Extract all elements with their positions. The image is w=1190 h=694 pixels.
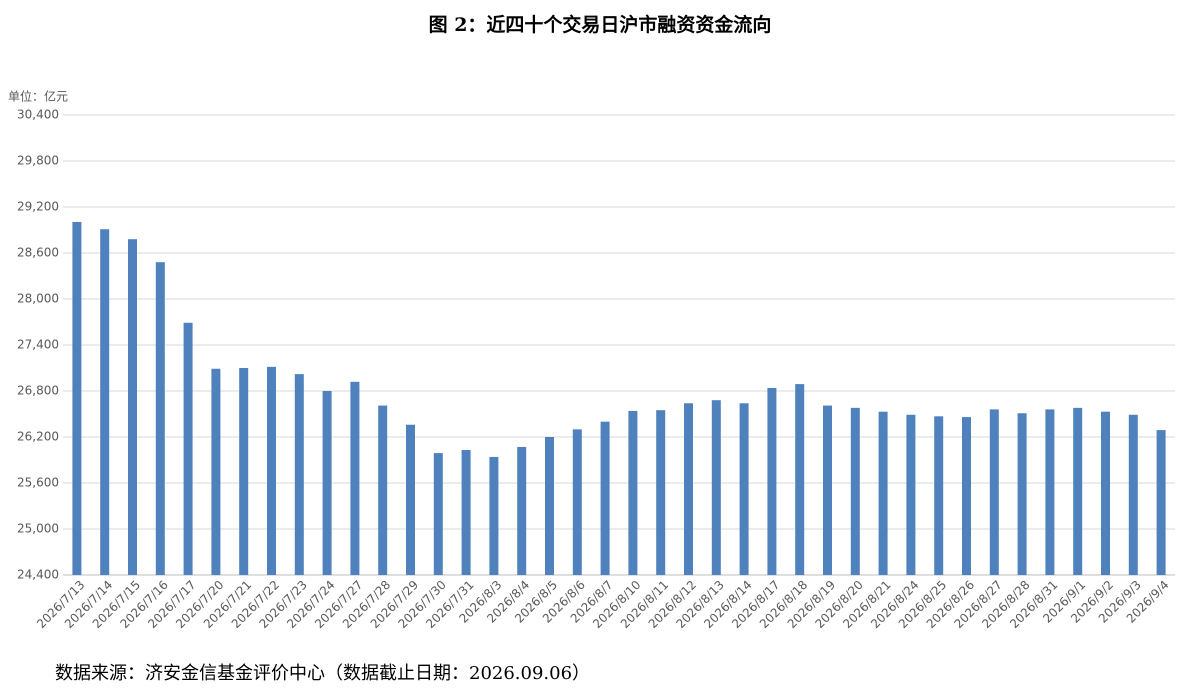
y-tick-label: 25,600 xyxy=(17,476,59,490)
bar xyxy=(962,417,971,575)
bar xyxy=(378,405,388,575)
bar xyxy=(711,400,721,575)
y-tick-label: 26,800 xyxy=(17,384,59,398)
y-tick-label: 27,400 xyxy=(17,338,59,352)
bar xyxy=(433,453,443,575)
bar xyxy=(656,410,666,575)
bar xyxy=(239,368,249,575)
bar xyxy=(684,403,693,575)
bar xyxy=(1045,409,1055,575)
bar xyxy=(739,403,749,575)
bar xyxy=(1156,430,1166,575)
y-tick-label: 30,400 xyxy=(17,108,59,122)
bar xyxy=(878,411,888,575)
bar xyxy=(906,414,916,575)
bar xyxy=(100,229,110,575)
bar xyxy=(1101,411,1110,575)
bar xyxy=(350,381,360,575)
y-tick-label: 28,600 xyxy=(17,246,59,260)
bar xyxy=(155,262,165,575)
bar xyxy=(267,366,276,575)
y-tick-label: 29,200 xyxy=(17,200,59,214)
bar xyxy=(406,424,415,575)
y-tick-label: 24,400 xyxy=(17,568,59,582)
bar xyxy=(128,239,137,575)
bar xyxy=(1017,413,1027,575)
bar xyxy=(322,391,332,575)
bar xyxy=(572,429,582,575)
bar xyxy=(823,405,832,575)
y-tick-label: 25,000 xyxy=(17,522,59,536)
bar xyxy=(211,368,221,575)
bar xyxy=(294,374,304,575)
bar xyxy=(489,456,499,575)
bar xyxy=(934,416,944,575)
source-note: 数据来源：济安金信基金评价中心（数据截止日期：2026.09.06） xyxy=(55,663,590,684)
bar xyxy=(72,221,82,575)
chart-title: 图 2：近四十个交易日沪市融资资金流向 xyxy=(429,13,772,36)
bar xyxy=(461,450,471,575)
bar xyxy=(600,421,610,575)
bar xyxy=(545,437,554,575)
bar xyxy=(1128,414,1138,575)
bar xyxy=(795,384,805,575)
bar xyxy=(517,446,527,575)
bar xyxy=(183,322,193,575)
bar xyxy=(767,387,777,575)
y-tick-label: 28,000 xyxy=(17,292,59,306)
bar xyxy=(989,409,999,575)
bar xyxy=(1073,407,1083,575)
unit-label: 单位：亿元 xyxy=(8,89,68,104)
bar xyxy=(850,407,860,575)
bar xyxy=(628,410,638,575)
y-tick-label: 26,200 xyxy=(17,430,59,444)
y-tick-label: 29,800 xyxy=(17,154,59,168)
